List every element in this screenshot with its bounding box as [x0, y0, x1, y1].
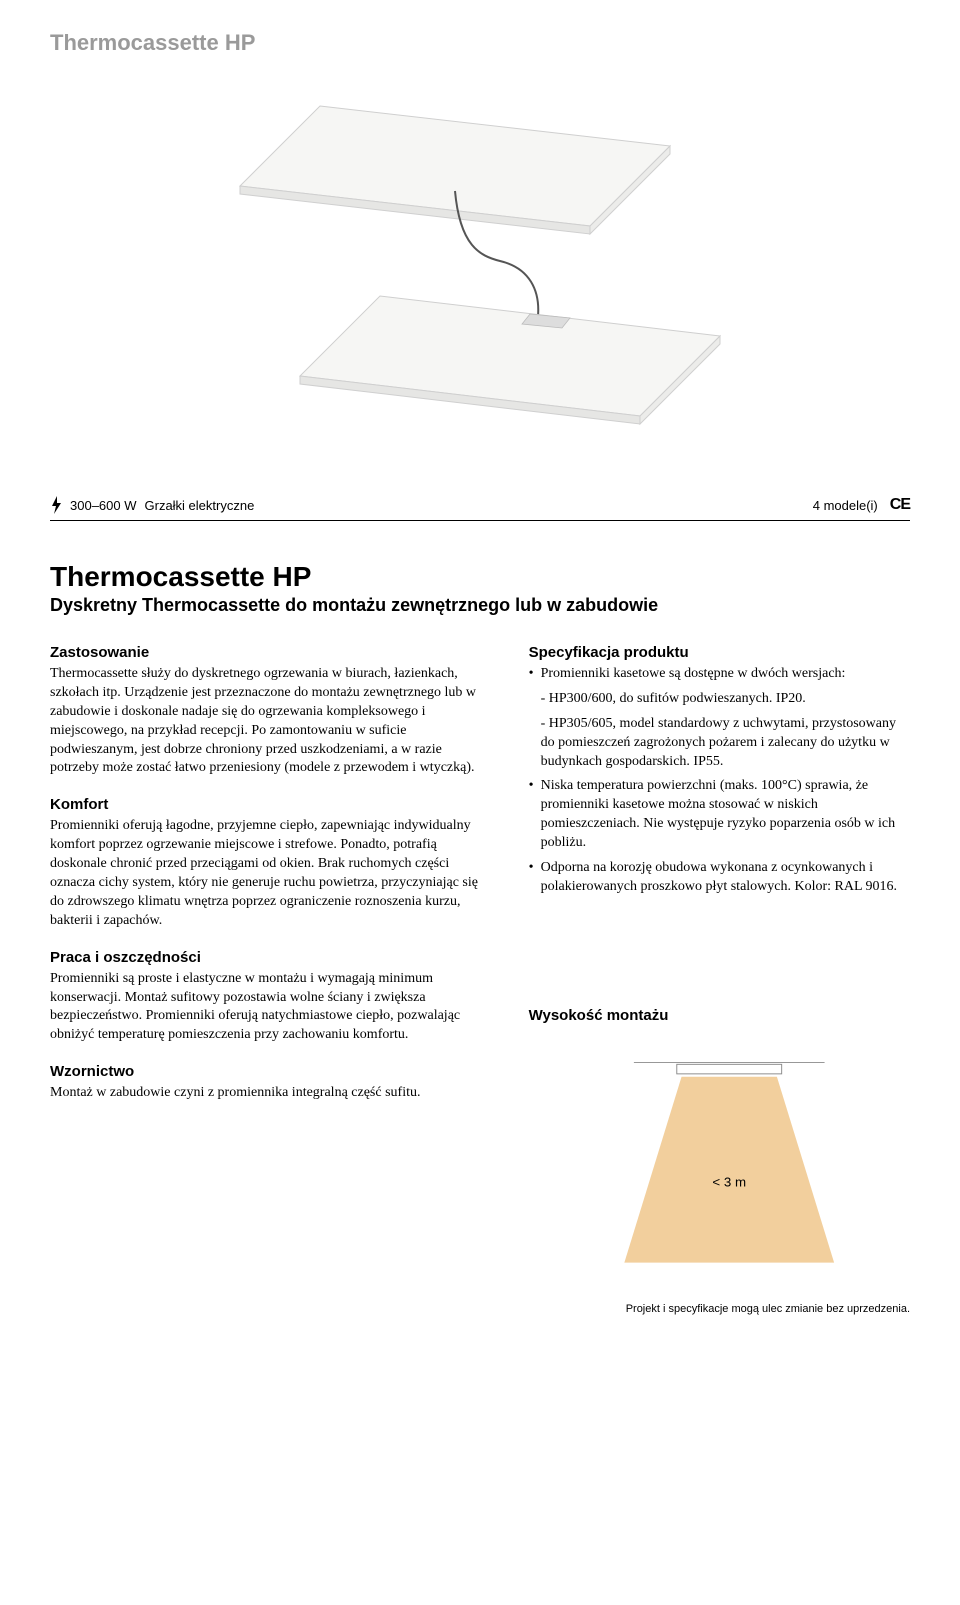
spec-sub: - HP305/605, model standardowy z uchwyta…	[529, 715, 910, 772]
content-columns: Zastosowanie Thermocassette służy do dys…	[50, 644, 910, 1273]
mount-diagram: < 3 m	[529, 1038, 910, 1268]
footer-note: Projekt i specyfikacje mogą ulec zmianie…	[50, 1303, 910, 1315]
meta-right: 4 modele(i) CE	[813, 496, 910, 514]
models-count: 4 modele(i)	[813, 498, 878, 513]
spec-list: Niska temperatura powierzchni (maks. 100…	[529, 777, 910, 896]
spec-item: Odporna na korozję obudowa wykonana z oc…	[529, 859, 910, 897]
design-title: Wzornictwo	[50, 1063, 489, 1080]
ce-mark-icon: CE	[890, 496, 910, 514]
spec-item: Promienniki kasetowe są dostępne w dwóch…	[529, 665, 910, 684]
page-title: Thermocassette HP	[50, 30, 910, 56]
sub-heading: Dyskretny Thermocassette do montażu zewn…	[50, 595, 910, 616]
mount-height-label: < 3 m	[712, 1174, 746, 1189]
meta-left: 300–600 W Grzałki elektryczne	[50, 496, 254, 514]
right-column: Specyfikacja produktu Promienniki kaseto…	[529, 644, 910, 1273]
comfort-title: Komfort	[50, 796, 489, 813]
comfort-body: Promienniki oferują łagodne, przyjemne c…	[50, 817, 489, 930]
main-heading: Thermocassette HP	[50, 561, 910, 593]
spec-sub: - HP300/600, do sufitów podwieszanych. I…	[529, 690, 910, 709]
wattage: 300–600 W	[70, 498, 137, 513]
bolt-icon	[50, 496, 62, 514]
mount-title: Wysokość montażu	[529, 1007, 910, 1024]
application-body: Thermocassette służy do dyskretnego ogrz…	[50, 665, 489, 778]
spec-item: Niska temperatura powierzchni (maks. 100…	[529, 777, 910, 853]
spec-title: Specyfikacja produktu	[529, 644, 910, 661]
left-column: Zastosowanie Thermocassette służy do dys…	[50, 644, 489, 1273]
savings-title: Praca i oszczędności	[50, 949, 489, 966]
application-title: Zastosowanie	[50, 644, 489, 661]
product-illustration	[200, 96, 760, 436]
product-image	[50, 76, 910, 456]
savings-body: Promienniki są proste i elastyczne w mon…	[50, 970, 489, 1046]
heater-type: Grzałki elektryczne	[145, 498, 255, 513]
meta-row: 300–600 W Grzałki elektryczne 4 modele(i…	[50, 496, 910, 521]
design-body: Montaż w zabudowie czyni z promiennika i…	[50, 1084, 489, 1103]
spec-list: Promienniki kasetowe są dostępne w dwóch…	[529, 665, 910, 684]
